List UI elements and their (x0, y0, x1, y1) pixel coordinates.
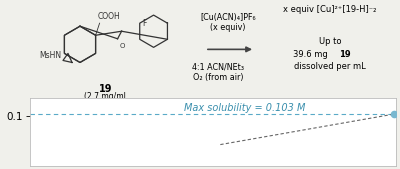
Text: (x equiv): (x equiv) (210, 23, 246, 32)
Text: [Cu(ACN)₄]PF₆: [Cu(ACN)₄]PF₆ (200, 13, 256, 22)
Point (391, 113, 397, 115)
Text: O₂ (from air): O₂ (from air) (193, 73, 243, 81)
Text: 19: 19 (339, 50, 351, 59)
Text: (2.7 mg/mL: (2.7 mg/mL (84, 92, 128, 101)
Text: Max solubility = 0.103 M: Max solubility = 0.103 M (184, 103, 305, 113)
Text: dissolved per mL: dissolved per mL (294, 62, 366, 71)
Text: MsHN: MsHN (39, 51, 62, 60)
Text: 39.6 mg: 39.6 mg (293, 50, 330, 59)
Text: 4:1 ACN/NEt₃: 4:1 ACN/NEt₃ (192, 63, 244, 71)
Text: 19: 19 (99, 84, 112, 94)
Text: F: F (143, 19, 147, 28)
Text: O: O (120, 43, 125, 49)
Text: in 4:1 ACN/NEt₃): in 4:1 ACN/NEt₃) (74, 99, 137, 108)
Text: x equiv [Cu]²⁺[19-H]⁻₂: x equiv [Cu]²⁺[19-H]⁻₂ (283, 5, 377, 14)
Text: COOH: COOH (98, 12, 120, 21)
Text: Up to: Up to (319, 37, 341, 46)
